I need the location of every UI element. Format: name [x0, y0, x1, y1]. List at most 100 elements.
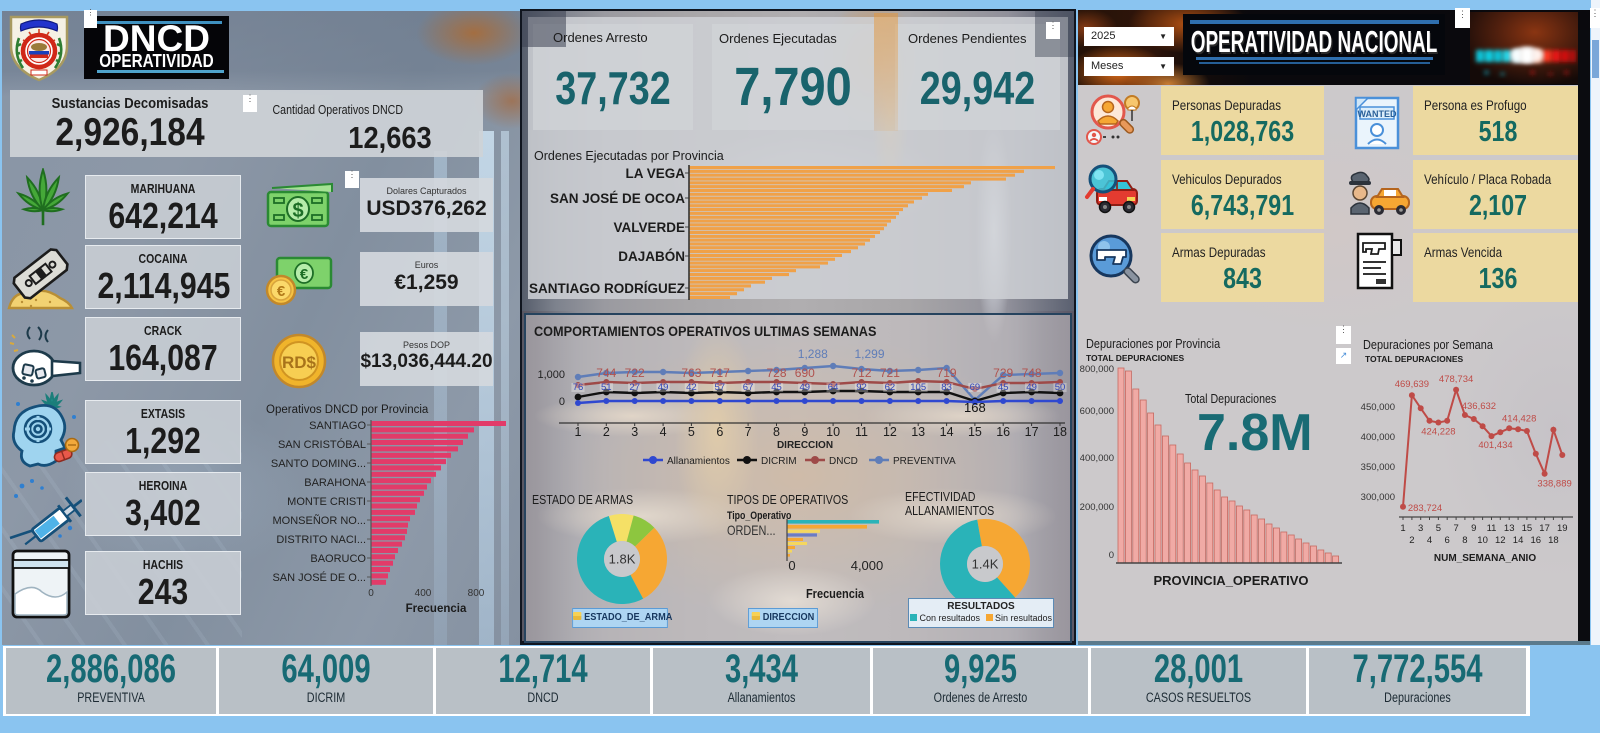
svg-text:283,724: 283,724 [1408, 503, 1442, 514]
svg-text:722: 722 [625, 366, 645, 380]
svg-text:6: 6 [716, 425, 723, 439]
svg-text:BAORUCO: BAORUCO [310, 553, 366, 565]
svg-text:$: $ [292, 200, 303, 222]
svg-text:13: 13 [1504, 523, 1515, 534]
svg-text:SAN JOSÉ DE OCOA: SAN JOSÉ DE OCOA [550, 191, 685, 206]
svg-text:Frecuencia: Frecuencia [406, 603, 467, 615]
svg-text:64: 64 [828, 382, 839, 393]
svg-text:10: 10 [826, 425, 840, 439]
svg-text:168: 168 [964, 400, 986, 415]
svg-text:SANTIAGO: SANTIAGO [309, 420, 366, 432]
svg-text:16: 16 [996, 425, 1010, 439]
svg-text:1,299: 1,299 [854, 347, 884, 361]
svg-text:3: 3 [631, 425, 638, 439]
svg-text:51: 51 [601, 382, 612, 393]
svg-text:MONTE CRISTI: MONTE CRISTI [287, 496, 366, 508]
svg-text:800,000: 800,000 [1080, 364, 1114, 375]
svg-text:62: 62 [885, 382, 896, 393]
svg-text:69: 69 [970, 382, 981, 393]
svg-text:744: 744 [596, 366, 616, 380]
svg-text:SAN JOSÉ DE O...: SAN JOSÉ DE O... [272, 571, 366, 584]
svg-text:92: 92 [856, 382, 867, 393]
svg-text:5: 5 [688, 425, 695, 439]
svg-text:DIRECCION: DIRECCION [777, 440, 833, 451]
svg-text:50: 50 [1055, 382, 1066, 393]
svg-text:200,000: 200,000 [1080, 502, 1114, 513]
svg-text:11: 11 [855, 425, 868, 439]
svg-text:LA VEGA: LA VEGA [625, 166, 685, 181]
svg-text:42: 42 [686, 382, 697, 393]
svg-text:19: 19 [1557, 523, 1568, 534]
svg-text:763: 763 [681, 366, 701, 380]
svg-text:18: 18 [1548, 535, 1559, 546]
svg-text:400,000: 400,000 [1080, 453, 1114, 464]
svg-text:0: 0 [368, 588, 374, 599]
svg-text:17: 17 [1539, 523, 1550, 534]
svg-text:5: 5 [1436, 523, 1441, 534]
svg-text:DNCD: DNCD [829, 456, 858, 467]
svg-text:400,000: 400,000 [1361, 432, 1395, 443]
svg-text:1,288: 1,288 [798, 347, 828, 361]
svg-text:15: 15 [968, 425, 982, 439]
svg-text:49: 49 [658, 382, 669, 393]
svg-text:338,889: 338,889 [1537, 479, 1571, 490]
svg-text:18: 18 [1053, 425, 1067, 439]
svg-text:478,734: 478,734 [1439, 374, 1473, 385]
svg-text:436,632: 436,632 [1462, 401, 1496, 412]
svg-text:401,434: 401,434 [1478, 440, 1512, 451]
svg-text:1,000: 1,000 [537, 369, 565, 381]
svg-text:NUM_SEMANA_ANIO: NUM_SEMANA_ANIO [1434, 553, 1536, 564]
svg-text:105: 105 [910, 382, 926, 393]
svg-text:8: 8 [1462, 535, 1467, 546]
svg-text:SANTO DOMING...: SANTO DOMING... [271, 458, 366, 470]
svg-text:14: 14 [1513, 535, 1524, 546]
svg-text:3: 3 [1418, 523, 1423, 534]
svg-text:45: 45 [771, 382, 782, 393]
svg-text:10: 10 [1477, 535, 1488, 546]
svg-text:800: 800 [468, 588, 485, 599]
svg-text:0: 0 [1109, 550, 1114, 561]
svg-text:76: 76 [573, 382, 584, 393]
svg-text:11: 11 [1487, 523, 1497, 534]
svg-text:690: 690 [795, 366, 815, 380]
svg-text:2: 2 [603, 425, 610, 439]
svg-text:12: 12 [1495, 535, 1506, 546]
svg-text:6: 6 [1445, 535, 1450, 546]
svg-text:PROVINCIA_OPERATIVO: PROVINCIA_OPERATIVO [1153, 573, 1308, 588]
svg-text:748: 748 [1022, 366, 1042, 380]
svg-text:7: 7 [1453, 523, 1458, 534]
svg-text:300,000: 300,000 [1361, 492, 1395, 503]
svg-text:MONSEÑOR NO...: MONSEÑOR NO... [272, 514, 366, 527]
svg-text:469,639: 469,639 [1395, 379, 1429, 390]
svg-text:67: 67 [743, 382, 754, 393]
svg-text:4: 4 [660, 425, 667, 439]
svg-text:SAN CRISTÓBAL: SAN CRISTÓBAL [278, 438, 366, 451]
svg-text:728: 728 [766, 366, 786, 380]
svg-text:729: 729 [993, 366, 1013, 380]
svg-text:RD$: RD$ [282, 353, 317, 372]
svg-text:9: 9 [801, 425, 808, 439]
svg-text:15: 15 [1522, 523, 1533, 534]
svg-text:1.8K: 1.8K [609, 552, 636, 567]
svg-text:27: 27 [629, 382, 640, 393]
svg-text:350,000: 350,000 [1361, 462, 1395, 473]
svg-text:721: 721 [880, 366, 900, 380]
svg-text:DICRIM: DICRIM [761, 456, 797, 467]
svg-text:414,428: 414,428 [1502, 413, 1536, 424]
svg-text:57: 57 [715, 382, 726, 393]
svg-text:717: 717 [710, 366, 730, 380]
svg-text:€: € [300, 266, 309, 283]
svg-text:DISTRITO NACI...: DISTRITO NACI... [276, 534, 366, 546]
svg-text:DAJABÓN: DAJABÓN [618, 249, 685, 264]
svg-text:0: 0 [559, 396, 565, 408]
svg-text:SANTIAGO RODRÍGUEZ: SANTIAGO RODRÍGUEZ [529, 281, 685, 296]
svg-text:400: 400 [415, 588, 432, 599]
svg-text:45: 45 [998, 382, 1009, 393]
svg-text:1: 1 [1400, 523, 1405, 534]
svg-text:2: 2 [1409, 535, 1414, 546]
svg-text:Allanamientos: Allanamientos [667, 456, 730, 467]
svg-text:450,000: 450,000 [1361, 402, 1395, 413]
svg-text:12: 12 [883, 425, 897, 439]
svg-text:17: 17 [1025, 425, 1039, 439]
svg-text:BARAHONA: BARAHONA [304, 477, 366, 489]
